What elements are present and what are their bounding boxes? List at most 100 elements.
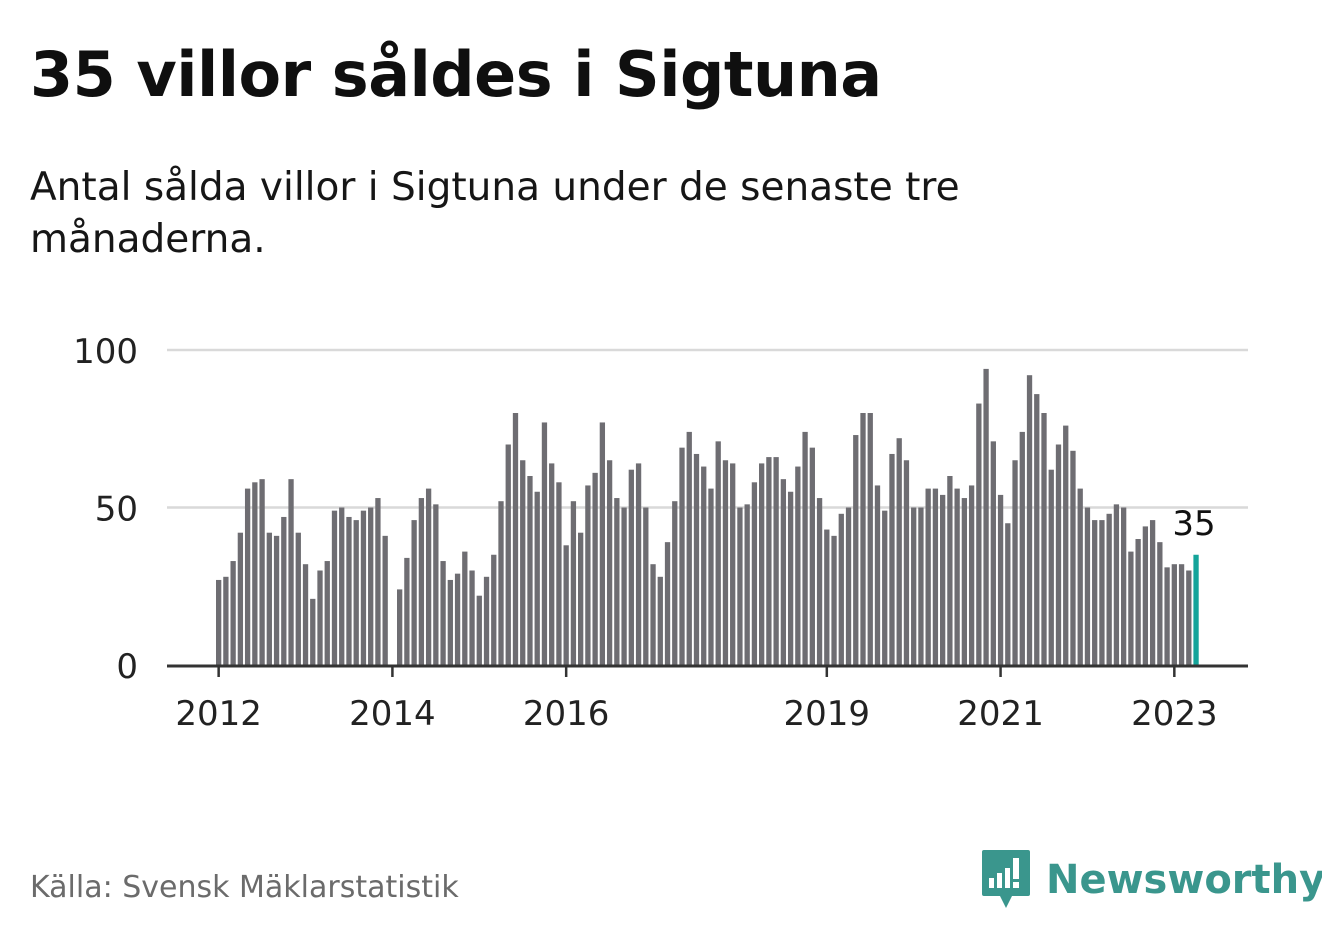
bar xyxy=(273,535,280,665)
bar xyxy=(570,501,577,665)
bar xyxy=(635,463,642,665)
bar xyxy=(425,488,432,665)
y-tick-label: 100 xyxy=(73,332,138,372)
x-tick-label: 2023 xyxy=(1131,694,1218,734)
bar xyxy=(679,447,685,665)
brand: Newsworthy xyxy=(980,848,1322,912)
bar xyxy=(968,485,975,665)
bar xyxy=(216,579,222,665)
bar xyxy=(1019,431,1025,665)
bar xyxy=(1186,570,1192,665)
bar xyxy=(643,507,649,665)
bar xyxy=(860,413,866,665)
bar xyxy=(787,491,794,665)
bar xyxy=(440,561,446,665)
bar xyxy=(360,510,367,665)
bar xyxy=(961,498,968,665)
y-tick-label: 0 xyxy=(116,647,138,687)
x-tick-label: 2012 xyxy=(175,694,262,734)
bar xyxy=(317,570,323,665)
source-note: Källa: Svensk Mäklarstatistik xyxy=(30,870,459,905)
page-title: 35 villor såldes i Sigtuna xyxy=(30,38,882,111)
bar xyxy=(1135,539,1141,665)
bar xyxy=(845,507,852,665)
bar xyxy=(404,557,410,665)
bar xyxy=(657,576,663,665)
bar xyxy=(520,460,526,665)
bar xyxy=(483,576,490,665)
bar xyxy=(1099,520,1105,665)
bar xyxy=(541,422,548,665)
bar xyxy=(918,507,924,665)
bar xyxy=(911,507,917,665)
bar xyxy=(1157,542,1163,665)
bar xyxy=(331,510,338,665)
bar xyxy=(867,413,873,665)
bar xyxy=(1142,526,1149,665)
bar xyxy=(368,507,374,665)
bar xyxy=(1092,520,1098,665)
bar xyxy=(1055,444,1062,665)
bar xyxy=(353,520,359,665)
bar xyxy=(831,535,837,665)
bar xyxy=(578,532,584,665)
bar xyxy=(527,476,533,665)
bar xyxy=(1113,504,1120,665)
x-tick-label: 2016 xyxy=(523,694,610,734)
bar xyxy=(940,494,946,665)
bar xyxy=(954,488,960,665)
bar xyxy=(990,441,996,665)
bar xyxy=(266,532,272,665)
highlight-value-label: 35 xyxy=(1172,504,1215,544)
bar xyxy=(816,498,823,665)
bar xyxy=(882,510,888,665)
bar xyxy=(838,513,844,665)
bar xyxy=(853,435,859,665)
bar xyxy=(382,535,388,665)
bar xyxy=(1034,394,1040,665)
bar xyxy=(722,460,729,665)
bar xyxy=(1048,469,1054,665)
bar xyxy=(983,368,989,665)
bar xyxy=(599,422,606,665)
bar xyxy=(585,485,591,665)
x-tick-label: 2021 xyxy=(957,694,1044,734)
bar xyxy=(288,479,294,665)
brand-name: Newsworthy xyxy=(1046,857,1322,903)
bar xyxy=(281,516,287,665)
bar xyxy=(454,573,461,665)
bar xyxy=(237,532,244,665)
bar xyxy=(1171,564,1177,665)
page-subtitle: Antal sålda villor i Sigtuna under de se… xyxy=(30,165,960,262)
bar xyxy=(715,441,721,665)
bar xyxy=(1149,520,1156,665)
bar xyxy=(925,488,931,665)
bar xyxy=(947,476,953,665)
bar xyxy=(252,482,258,665)
bar xyxy=(606,460,613,665)
bar xyxy=(324,561,330,665)
bar xyxy=(418,498,425,665)
x-tick-label: 2019 xyxy=(784,694,871,734)
bar xyxy=(556,482,562,665)
bar xyxy=(751,482,758,665)
bar xyxy=(1164,567,1170,665)
bar-chart: 0 50 100 2012 2014 2016 2019 2021 2023 35 xyxy=(73,332,1248,734)
bar xyxy=(1005,523,1011,665)
bar xyxy=(809,447,815,665)
y-tick-label: 50 xyxy=(95,490,138,530)
bar xyxy=(411,520,417,665)
bar xyxy=(512,413,519,665)
bar xyxy=(1128,551,1134,665)
bar xyxy=(932,488,939,665)
bar xyxy=(1121,507,1127,665)
bar xyxy=(244,488,251,665)
bar xyxy=(730,463,736,665)
bar xyxy=(462,551,468,665)
bar xyxy=(874,485,881,665)
bar xyxy=(664,542,671,665)
bar xyxy=(259,479,265,665)
x-tick-label: 2014 xyxy=(349,694,436,734)
bar xyxy=(621,507,627,665)
bar xyxy=(491,554,497,665)
